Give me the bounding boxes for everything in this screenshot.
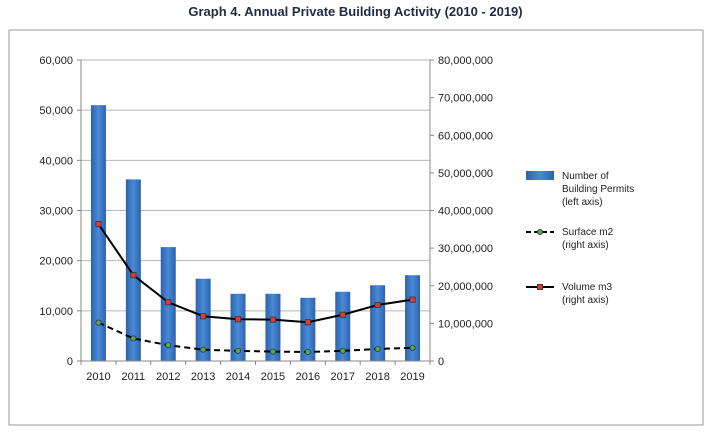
point-surface-2010 bbox=[95, 319, 102, 326]
line-surface bbox=[98, 321, 413, 353]
legend-label-permits-1: Building Permits bbox=[562, 184, 634, 195]
left-tick-label-6: 60,000 bbox=[39, 55, 73, 67]
point-volume-2011 bbox=[130, 272, 137, 279]
chart-title: Graph 4. Annual Private Building Activit… bbox=[188, 4, 523, 19]
bar-2010 bbox=[90, 105, 106, 362]
left-tick-label-0: 0 bbox=[67, 356, 73, 368]
x-tick-label-2012: 2012 bbox=[156, 371, 180, 383]
right-tick-label-4: 40,000,000 bbox=[438, 206, 493, 218]
x-tick-label-2011: 2011 bbox=[122, 371, 146, 383]
x-tick-label-2014: 2014 bbox=[226, 371, 250, 383]
bar-2019 bbox=[405, 275, 421, 361]
left-tick-label-2: 20,000 bbox=[39, 256, 73, 268]
right-tick-label-8: 80,000,000 bbox=[438, 55, 493, 67]
chart-frame bbox=[8, 29, 704, 426]
bar-2016 bbox=[300, 297, 316, 361]
legend-label-volume-1: (right axis) bbox=[562, 295, 609, 306]
x-tick-label-2015: 2015 bbox=[261, 371, 285, 383]
point-volume-2018 bbox=[374, 301, 381, 308]
x-tick-label-2018: 2018 bbox=[365, 371, 389, 383]
line-series bbox=[95, 221, 416, 355]
bar-2017 bbox=[335, 291, 351, 361]
point-surface-2013 bbox=[200, 346, 207, 353]
right-tick-label-6: 60,000,000 bbox=[438, 130, 493, 142]
point-surface-2015 bbox=[269, 348, 276, 355]
point-volume-2013 bbox=[200, 313, 207, 320]
point-volume-2010 bbox=[95, 221, 102, 228]
right-tick-label-0: 0 bbox=[438, 356, 444, 368]
legend-label-permits-0: Number of bbox=[562, 171, 609, 182]
point-volume-2014 bbox=[235, 316, 242, 323]
point-surface-2018 bbox=[374, 345, 381, 352]
point-surface-2011 bbox=[130, 335, 137, 342]
right-tick-label-1: 10,000,000 bbox=[438, 318, 493, 330]
line-volume bbox=[97, 223, 413, 324]
legend-label-volume-0: Volume m3 bbox=[562, 282, 612, 293]
point-volume-2015 bbox=[269, 316, 276, 323]
point-volume-2019 bbox=[409, 296, 416, 303]
left-tick-label-1: 10,000 bbox=[39, 306, 73, 318]
x-tick-label-2016: 2016 bbox=[296, 371, 320, 383]
right-tick-label-2: 20,000,000 bbox=[438, 281, 493, 293]
bar-2015 bbox=[265, 293, 281, 361]
bar-2011 bbox=[125, 179, 141, 361]
legend-swatch-permits bbox=[526, 171, 554, 180]
left-tick-label-3: 30,000 bbox=[39, 206, 73, 218]
point-surface-2017 bbox=[339, 347, 346, 354]
bar-2013 bbox=[195, 278, 211, 361]
point-volume-2016 bbox=[304, 319, 311, 326]
right-tick-label-3: 30,000,000 bbox=[438, 243, 493, 255]
right-tick-label-5: 50,000,000 bbox=[438, 168, 493, 180]
point-surface-2019 bbox=[409, 344, 416, 351]
legend-marker-volume bbox=[537, 283, 544, 290]
legend: Number of Building Permits (left axis) Surf… bbox=[526, 171, 634, 306]
right-tick-label-7: 70,000,000 bbox=[438, 93, 493, 105]
legend-label-surface-1: (right axis) bbox=[562, 240, 609, 251]
x-tick-label-2019: 2019 bbox=[400, 371, 424, 383]
point-surface-2016 bbox=[304, 348, 311, 355]
left-tick-label-4: 40,000 bbox=[39, 155, 73, 167]
axes: 0 10,000 20,000 30,000 40,000 50,000 60,000 0 10… bbox=[39, 55, 493, 383]
x-tick-label-2017: 2017 bbox=[331, 371, 355, 383]
point-surface-2014 bbox=[235, 347, 242, 354]
legend-label-surface-0: Surface m2 bbox=[562, 227, 614, 238]
x-tick-label-2013: 2013 bbox=[191, 371, 215, 383]
point-surface-2012 bbox=[165, 342, 172, 349]
point-volume-2017 bbox=[339, 311, 346, 318]
legend-label-permits-2: (left axis) bbox=[562, 197, 603, 208]
x-tick-label-2010: 2010 bbox=[86, 371, 110, 383]
bar-2014 bbox=[230, 293, 246, 361]
legend-marker-surface bbox=[537, 228, 544, 235]
bar-series bbox=[90, 105, 421, 362]
point-volume-2012 bbox=[165, 299, 172, 306]
left-tick-label-5: 50,000 bbox=[39, 105, 73, 117]
